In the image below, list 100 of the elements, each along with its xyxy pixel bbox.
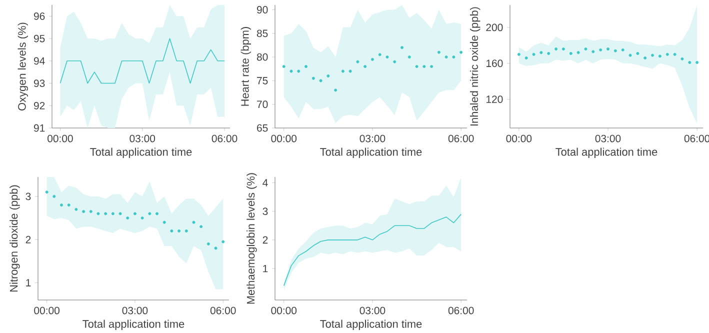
y-axis-title: Oxygen levels (%) [18,22,28,110]
point [118,212,122,216]
point [621,48,624,52]
x-axis-title: Total application time [320,148,422,158]
x-tick-label: 03:00 [360,134,386,142]
y-tick-label: 4 [262,179,268,186]
point [415,65,418,68]
y-tick-label: 1 [26,279,31,286]
y-tick-label: 200 [486,24,503,32]
x-axis-title: Total application time [556,148,658,158]
point [584,47,588,50]
point [82,210,86,214]
point [52,194,56,198]
point [334,88,338,92]
point [74,208,78,211]
point [89,210,92,214]
y-tick-label: 160 [486,60,503,68]
y-axis-title: Heart rate (bpm) [240,27,252,106]
y-tick-label: 75 [257,77,268,84]
point [319,79,322,82]
point [341,70,344,73]
y-tick-label: 65 [257,124,268,132]
point [680,57,684,60]
x-tick-label: 03:00 [360,306,386,314]
point [222,240,225,244]
y-axis-title: Inhaled nitric oxide (ppb) [470,7,480,126]
y-tick-label: 85 [256,30,268,38]
x-tick-label: 06:00 [448,134,474,142]
point [562,47,565,50]
point [666,52,669,56]
point [460,50,463,54]
point [644,56,647,60]
point [688,60,692,64]
point [126,216,130,220]
point [547,52,550,55]
y-tick-label: 95 [34,34,45,42]
point [348,70,352,73]
point [614,49,617,52]
x-tick-label: 00:00 [271,306,297,314]
y-axis-title: Methaemoglobin levels (%) [246,173,257,304]
point [400,46,404,50]
point [290,70,293,73]
x-tick-label: 06:00 [212,134,238,142]
point [364,65,367,68]
point [60,204,63,207]
x-tick-label: 00:00 [271,134,297,142]
point [673,52,676,56]
point [214,246,218,250]
point [517,52,520,56]
point [430,65,434,68]
y-tick-label: 92 [34,102,45,110]
point [696,60,699,64]
y-tick-label: 1 [263,264,268,272]
point [378,53,382,56]
point [576,51,580,54]
point [192,220,196,224]
y-axis-title: Nitrogen dioxide (ppb) [10,185,20,292]
point [569,52,572,55]
y-tick-label: 70 [257,100,268,108]
point [140,216,144,220]
point [67,204,70,207]
point [592,50,595,54]
point [304,65,308,68]
point [184,229,188,232]
point [356,60,360,64]
point [148,212,152,216]
point [370,58,374,61]
point [408,56,411,59]
y-tick-label: 93 [34,80,45,87]
point [422,65,426,68]
point [312,76,315,80]
point [658,54,662,58]
x-tick-label: 00:00 [34,306,60,314]
point [104,212,108,216]
x-axis-title: Total application time [82,320,184,330]
y-tick-label: 96 [34,12,45,20]
y-tick-label: 3 [26,192,31,200]
y-tick-label: 3 [262,208,268,216]
x-axis-title: Total application time [90,148,192,158]
point [162,220,166,224]
y-tick-label: 91 [34,124,45,132]
point [170,229,174,232]
point [532,52,536,56]
y-tick-label: 2 [26,236,31,244]
y-tick-label: 94 [34,57,45,65]
point [111,212,114,216]
y-tick-label: 90 [257,6,268,14]
x-tick-label: 00:00 [48,134,73,142]
point [133,212,136,216]
x-tick-label: 00:00 [506,134,532,142]
x-tick-label: 06:00 [448,306,474,314]
point [206,242,210,246]
y-tick-label: 120 [486,96,503,103]
y-tick-label: 2 [262,236,268,244]
point [606,47,610,50]
x-tick-label: 03:00 [122,306,148,314]
point [651,54,654,57]
point [282,65,286,68]
point [599,48,602,52]
x-tick-label: 06:00 [210,306,236,314]
